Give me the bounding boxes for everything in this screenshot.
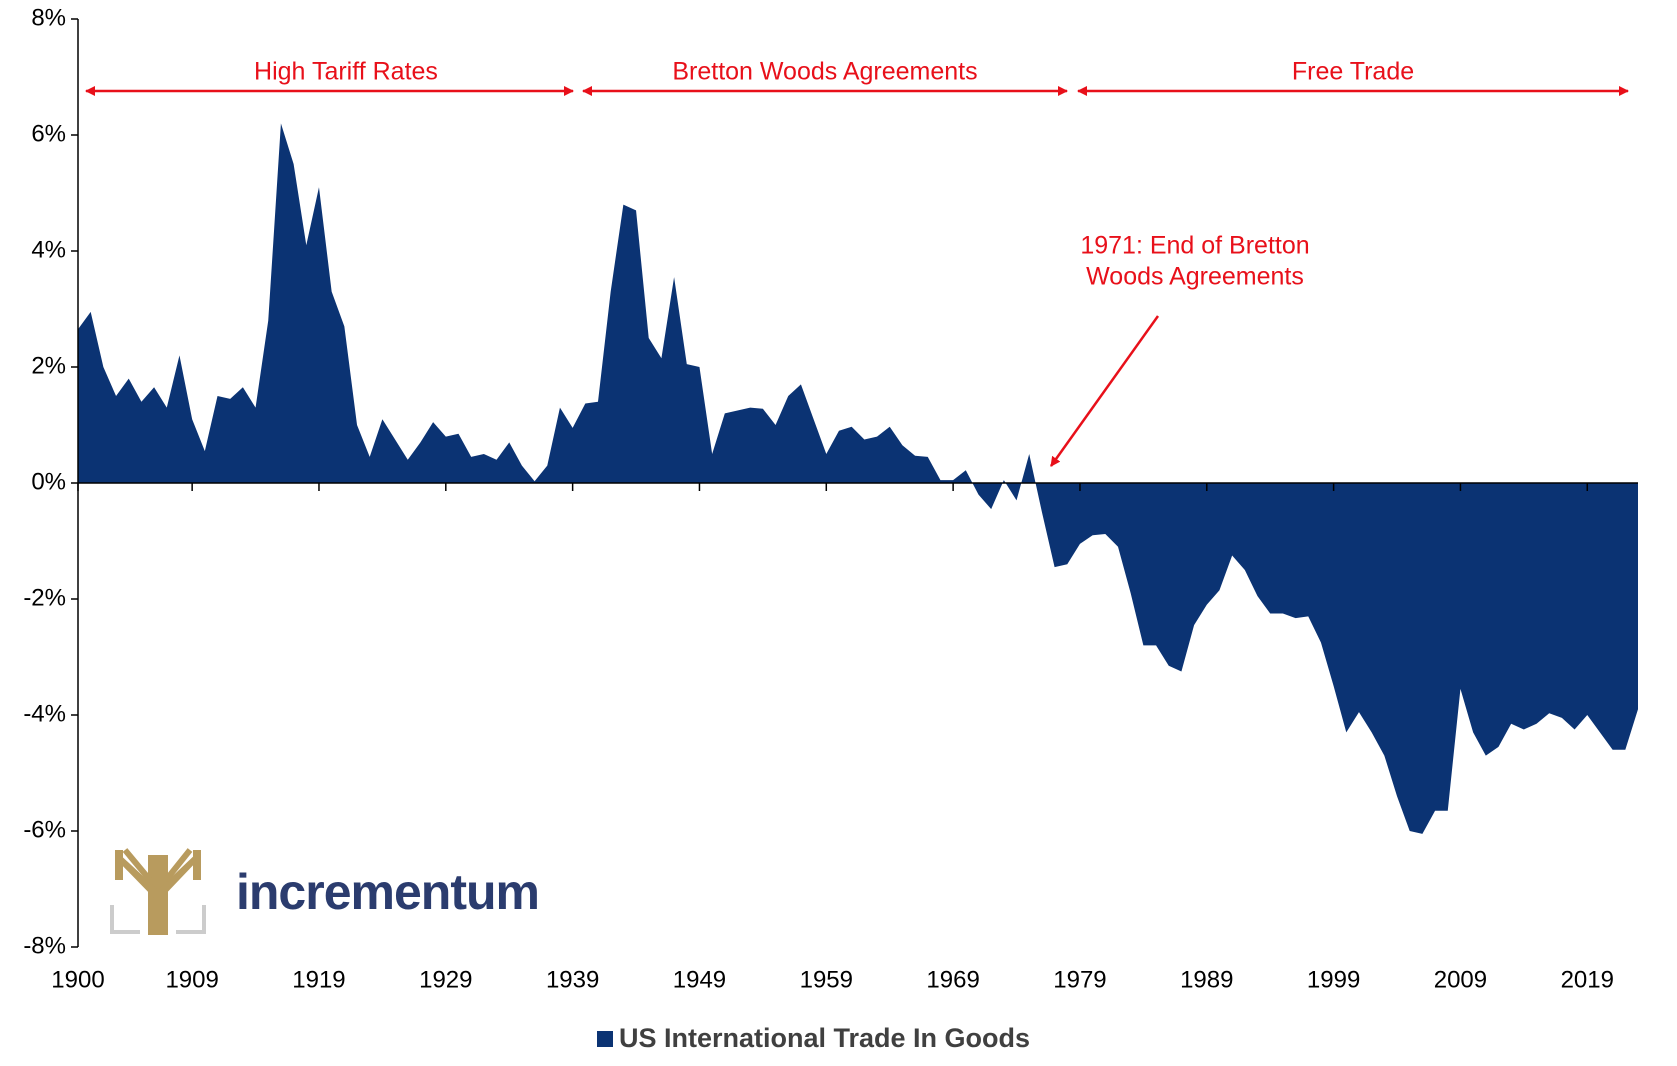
x-tick-label: 1939: [546, 966, 599, 993]
period-label: Free Trade: [1292, 58, 1414, 86]
y-tick-label: 6%: [31, 120, 66, 147]
x-tick-label: 2019: [1561, 966, 1614, 993]
legend-label: US International Trade In Goods: [619, 1023, 1030, 1053]
x-tick-label: 1969: [926, 966, 979, 993]
period-label: High Tariff Rates: [254, 58, 438, 86]
x-tick-label: 1919: [292, 966, 345, 993]
x-tick-label: 2009: [1434, 966, 1487, 993]
y-tick-label: -6%: [23, 816, 66, 843]
x-tick-label: 1949: [673, 966, 726, 993]
logo-text: incrementum: [236, 864, 539, 920]
logo-icon: [110, 848, 206, 935]
x-tick-label: 1909: [165, 966, 218, 993]
y-tick-label: 2%: [31, 352, 66, 379]
y-tick-label: -4%: [23, 700, 66, 727]
period-label: Bretton Woods Agreements: [672, 58, 977, 86]
y-tick-label: -2%: [23, 584, 66, 611]
x-tick-label: 1989: [1180, 966, 1233, 993]
x-tick-label: 1929: [419, 966, 472, 993]
y-tick-label: 4%: [31, 236, 66, 263]
x-tick-label: 1900: [51, 966, 104, 993]
y-tick-label: -8%: [23, 932, 66, 959]
x-tick-label: 1979: [1053, 966, 1106, 993]
x-tick-label: 1959: [800, 966, 853, 993]
y-tick-label: 0%: [31, 468, 66, 495]
annotation-text: Woods Agreements: [1086, 263, 1304, 291]
annotation-arrow: [1049, 315, 1160, 467]
annotation-text: 1971: End of Bretton: [1080, 232, 1309, 260]
legend-swatch: [597, 1031, 613, 1047]
x-tick-label: 1999: [1307, 966, 1360, 993]
area: [78, 123, 1638, 834]
y-tick-label: 8%: [31, 4, 66, 31]
